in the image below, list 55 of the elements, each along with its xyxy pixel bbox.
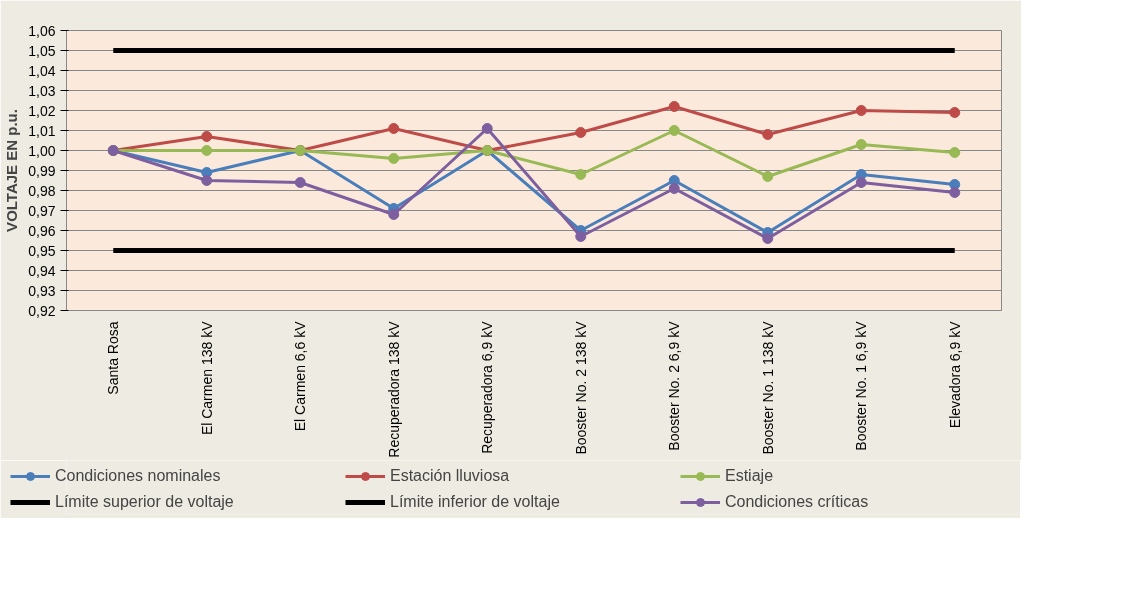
x-tick-label: Recuperadora 138 kV [385,320,402,458]
point [388,209,400,220]
point [762,129,774,140]
point [575,127,587,138]
point [575,231,587,242]
y-tick-label: 0,93 [28,282,56,299]
y-tick-label: 1,06 [28,22,56,39]
point [855,105,867,116]
point [201,131,213,142]
y-tick-label: 0,96 [28,222,56,239]
y-tick-label: 1,01 [28,122,56,139]
x-tick-label: Elevadora 6,9 kV [946,320,963,429]
x-tick-label: Booster No. 1 6,9 kV [853,320,870,451]
y-tick-label: 0,95 [28,242,56,259]
point [855,177,867,188]
y-tick-label: 1,04 [28,62,56,79]
point [855,139,867,150]
point [668,183,680,194]
point [949,187,961,198]
y-tick-label: 0,94 [28,262,56,279]
point [481,123,493,134]
point [762,233,774,244]
point [668,101,680,112]
y-tick-label: 0,97 [28,202,56,219]
point [949,107,961,118]
x-tick-label: El Carmen 138 kV [198,320,215,436]
point [949,147,961,158]
legend-label: Condiciones críticas [725,493,870,511]
legend-label: Límite inferior de voltaje [390,493,561,511]
x-tick-label: Santa Rosa [105,321,122,395]
x-tick-label: Recuperadora 6,9 kV [479,320,496,454]
y-tick-label: 1,05 [28,42,56,59]
x-tick-label: Booster No. 2 138 kV [572,320,589,455]
y-axis-title: VOLTAJE EN p.u. [3,109,21,232]
point [294,177,306,188]
point [668,125,680,136]
point [575,169,587,180]
y-tick-label: 1,02 [28,102,56,119]
x-tick-label: Booster No. 1 138 kV [759,320,776,455]
y-tick-label: 0,99 [28,162,56,179]
y-tick-label: 1,03 [28,82,56,99]
legend-label: Estación lluviosa [390,467,511,485]
x-tick-label: Booster No. 2 6,9 kV [666,320,683,451]
y-tick-label: 1,00 [28,142,56,159]
point [201,145,213,156]
point [388,153,400,164]
legend-label: Estiaje [725,467,775,485]
legend-label: Condiciones nominales [55,467,222,485]
x-tick-label: El Carmen 6,6 kV [292,320,309,432]
y-tick-label: 0,98 [28,182,56,199]
legend-label: Límite superior de voltaje [55,493,235,511]
point [201,175,213,186]
y-tick-label: 0,92 [28,302,56,319]
point [388,123,400,134]
point [762,171,774,182]
